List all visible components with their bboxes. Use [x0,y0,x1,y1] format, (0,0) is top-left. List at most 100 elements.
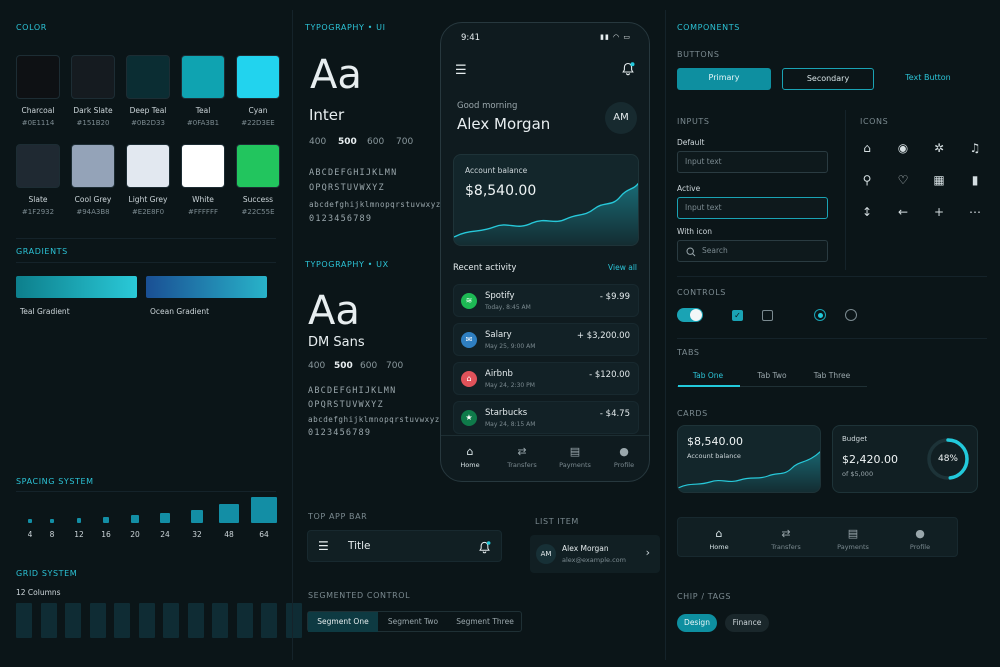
segment-three[interactable]: Segment Three [456,617,514,626]
calendar-icon[interactable]: ▦ [933,173,945,187]
segment-one[interactable]: Segment One [308,612,378,632]
swatch-name: Cool Grey [74,195,112,204]
list-item-name: Alex Morgan [562,544,609,553]
top-app-bar-title: TOP APP BAR [308,512,368,521]
nav-payments[interactable]: ▤ Payments [828,527,878,551]
nav-label: Payments [837,543,869,551]
typography-ux-font-name: DM Sans [308,335,365,350]
chips-title: CHIP / TAGS [677,592,732,601]
adjust-icon[interactable]: ↕ [861,205,873,219]
app-bar-bell-icon[interactable] [478,539,491,558]
text-button[interactable]: Text Button [905,73,951,82]
grid-column [65,603,81,638]
nav-transfers[interactable]: ⇄ Transfers [761,527,811,551]
typography-ux-sample: Aa [308,288,360,334]
settings-icon[interactable]: ✲ [933,141,945,155]
activity-amount: - $4.75 [599,409,630,419]
segmented-control-title: SEGMENTED CONTROL [308,591,411,600]
color-section-title: COLOR [16,23,47,32]
list-item-title: LIST ITEM [535,517,579,526]
activity-item[interactable]: ★ Starbucks May 24, 8:15 AM - $4.75 [453,401,639,434]
radio-unselected[interactable] [845,309,857,321]
list-item[interactable]: AM Alex Morgan alex@example.com › [530,535,660,573]
bell-icon[interactable]: ♫ [969,141,981,155]
budget-card[interactable]: Budget $2,420.00 of $5,000 48% [832,425,978,493]
plus-icon[interactable]: + [933,205,945,219]
typography-ui-font-name: Inter [309,106,345,124]
starbucks-icon: ★ [461,410,477,426]
swatch-deep-teal [126,55,170,99]
glyph-lower: abcdefghijklmnopqrstuvwxyz [309,200,441,209]
swatch-name: Deep Teal [129,106,167,115]
arrow-left-icon[interactable]: ← [897,205,909,219]
tab-one[interactable]: Tab One [692,371,724,380]
spacing-label: 8 [49,530,55,539]
secondary-button[interactable]: Secondary [782,68,874,90]
checkbox-checked[interactable]: ✓ [732,310,743,321]
chart-icon[interactable]: ▮ [971,173,979,187]
app-bar-menu-icon[interactable]: ☰ [318,539,329,553]
swatch-hex: #94A3B8 [76,208,110,216]
chevron-right-icon: › [645,546,650,559]
nav-profile[interactable]: ● Profile [895,527,945,551]
activity-item[interactable]: ≋ Spotify Today, 8:45 AM - $9.99 [453,284,639,317]
swatch-name: White [192,195,214,204]
activity-item[interactable]: ✉ Salary May 25, 9:00 AM + $3,200.00 [453,323,639,356]
typography-ui-sample: Aa [310,52,362,98]
user-icon[interactable]: ◉ [897,141,909,155]
spacing-label: 12 [74,530,84,539]
home-icon[interactable]: ⌂ [863,141,871,155]
search-placeholder: Search [702,246,728,255]
heart-icon[interactable]: ♡ [897,173,909,187]
tab-three[interactable]: Tab Three [813,371,851,380]
nav-home[interactable]: ⌂ Home [694,527,744,551]
chip-design[interactable]: Design [677,614,717,632]
activity-date: May 24, 2:30 PM [485,382,535,389]
payments-icon: ▤ [569,445,581,458]
segment-two[interactable]: Segment Two [387,617,439,626]
primary-button[interactable]: Primary [677,68,771,90]
nav-profile[interactable]: ● Profile [599,445,649,469]
gradients-section-title: GRADIENTS [16,247,68,256]
tab-two[interactable]: Tab Two [757,371,787,380]
airbnb-icon: ⌂ [461,371,477,387]
grid-column [114,603,130,638]
checkbox-unchecked[interactable] [762,310,773,321]
nav-transfers[interactable]: ⇄ Transfers [497,445,547,469]
user-name: Alex Morgan [457,115,551,133]
nav-payments[interactable]: ▤ Payments [550,445,600,469]
grid-column [212,603,228,638]
teal-gradient-label: Teal Gradient [20,307,70,316]
menu-icon[interactable]: ☰ [455,63,467,78]
toggle-switch[interactable] [677,308,703,322]
view-all-link[interactable]: View all [608,263,637,272]
components-title: COMPONENTS [677,23,740,32]
budget-of: of $5,000 [842,470,874,478]
grid-columns-label: 12 Columns [16,588,61,597]
activity-amount: - $120.00 [589,370,630,380]
default-input[interactable]: Input text [677,151,828,173]
default-input-label: Default [677,138,705,147]
phone-mockup: 9:41 ▮▮ ◠ ▭ ☰ Good morning Alex Morgan A… [440,22,650,482]
account-card[interactable]: $8,540.00 Account balance [677,425,821,493]
bell-icon[interactable] [621,61,635,76]
activity-date: May 24, 8:15 AM [485,421,536,428]
weight-600: 600 [367,137,385,147]
balance-card[interactable]: Account balance $8,540.00 [453,154,639,246]
spacing-label: 4 [27,530,33,539]
spacing-bar [160,513,170,523]
chip-finance[interactable]: Finance [725,614,769,632]
avatar[interactable]: AM [605,102,637,134]
swatch-name: Light Grey [128,195,168,204]
nav-label: Transfers [771,543,801,551]
search-icon[interactable]: ⚲ [862,173,872,187]
transfers-icon: ⇄ [781,527,791,540]
activity-item[interactable]: ⌂ Airbnb May 24, 2:30 PM - $120.00 [453,362,639,395]
nav-home[interactable]: ⌂ Home [445,445,495,469]
balance-value: $8,540.00 [465,183,537,199]
more-icon[interactable]: ⋯ [969,205,981,219]
radio-selected[interactable] [814,309,826,321]
active-input[interactable]: Input text [677,197,828,219]
swatch-hex: #22C55E [241,208,275,216]
search-input[interactable]: Search [677,240,828,262]
